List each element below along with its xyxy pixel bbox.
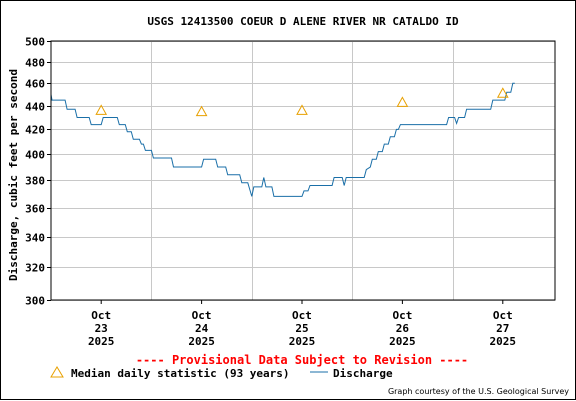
provisional-notice: ---- Provisional Data Subject to Revisio…: [136, 353, 468, 367]
x-tick-label: 2025: [490, 335, 517, 348]
x-tick-label: 26: [396, 322, 410, 335]
y-tick-label: 420: [25, 124, 45, 137]
x-tick-label: Oct: [493, 309, 513, 322]
x-tick-label: Oct: [292, 309, 312, 322]
y-tick-label: 480: [25, 57, 45, 70]
x-tick-label: Oct: [192, 309, 212, 322]
y-tick-label: 340: [25, 232, 45, 245]
median-point-marker: [95, 104, 108, 115]
legend-discharge-label: Discharge: [333, 367, 393, 380]
x-tick-label: Oct: [91, 309, 111, 322]
y-axis-label: Discharge, cubic feet per second: [7, 69, 20, 281]
y-tick-labels: 300 320 340 360 380 400 420 440 460 480 500: [25, 36, 45, 308]
legend-median-triangle-icon: [50, 366, 64, 378]
discharge-series-line: [50, 82, 515, 197]
chart-title: USGS 12413500 COEUR D ALENE RIVER NR CAT…: [147, 15, 459, 28]
median-point-marker: [496, 87, 509, 98]
gridlines: [47, 41, 555, 304]
credit-text: Graph courtesy of the U.S. Geological Su…: [388, 387, 569, 396]
x-tick-label: 24: [195, 322, 209, 335]
x-tick-labels: Oct232025Oct242025Oct252025Oct262025Oct2…: [88, 309, 516, 348]
y-tick-label: 400: [25, 149, 45, 162]
x-tick-label: 2025: [188, 335, 215, 348]
x-tick-label: 25: [295, 322, 308, 335]
y-tick-label: 460: [25, 78, 45, 91]
x-tick-label: Oct: [392, 309, 412, 322]
x-tick-label: 2025: [289, 335, 316, 348]
plot-border: [50, 40, 556, 301]
median-point-marker: [396, 96, 409, 107]
legend-median-label: Median daily statistic (93 years): [71, 367, 290, 380]
plot-area: [50, 82, 515, 197]
y-tick-label: 300: [25, 295, 45, 308]
y-tick-label: 440: [25, 101, 45, 114]
x-tick-label: 27: [496, 322, 509, 335]
x-tick-label: 2025: [389, 335, 416, 348]
y-tick-label: 500: [25, 36, 45, 49]
y-tick-label: 380: [25, 175, 45, 188]
legend: Median daily statistic (93 years) Discha…: [50, 366, 393, 380]
y-tick-label: 360: [25, 203, 45, 216]
median-point-marker: [296, 104, 308, 115]
y-tick-label: 320: [25, 262, 45, 275]
x-tick-label: 23: [95, 322, 108, 335]
median-point-marker: [195, 105, 208, 117]
x-tick-label: 2025: [88, 335, 115, 348]
